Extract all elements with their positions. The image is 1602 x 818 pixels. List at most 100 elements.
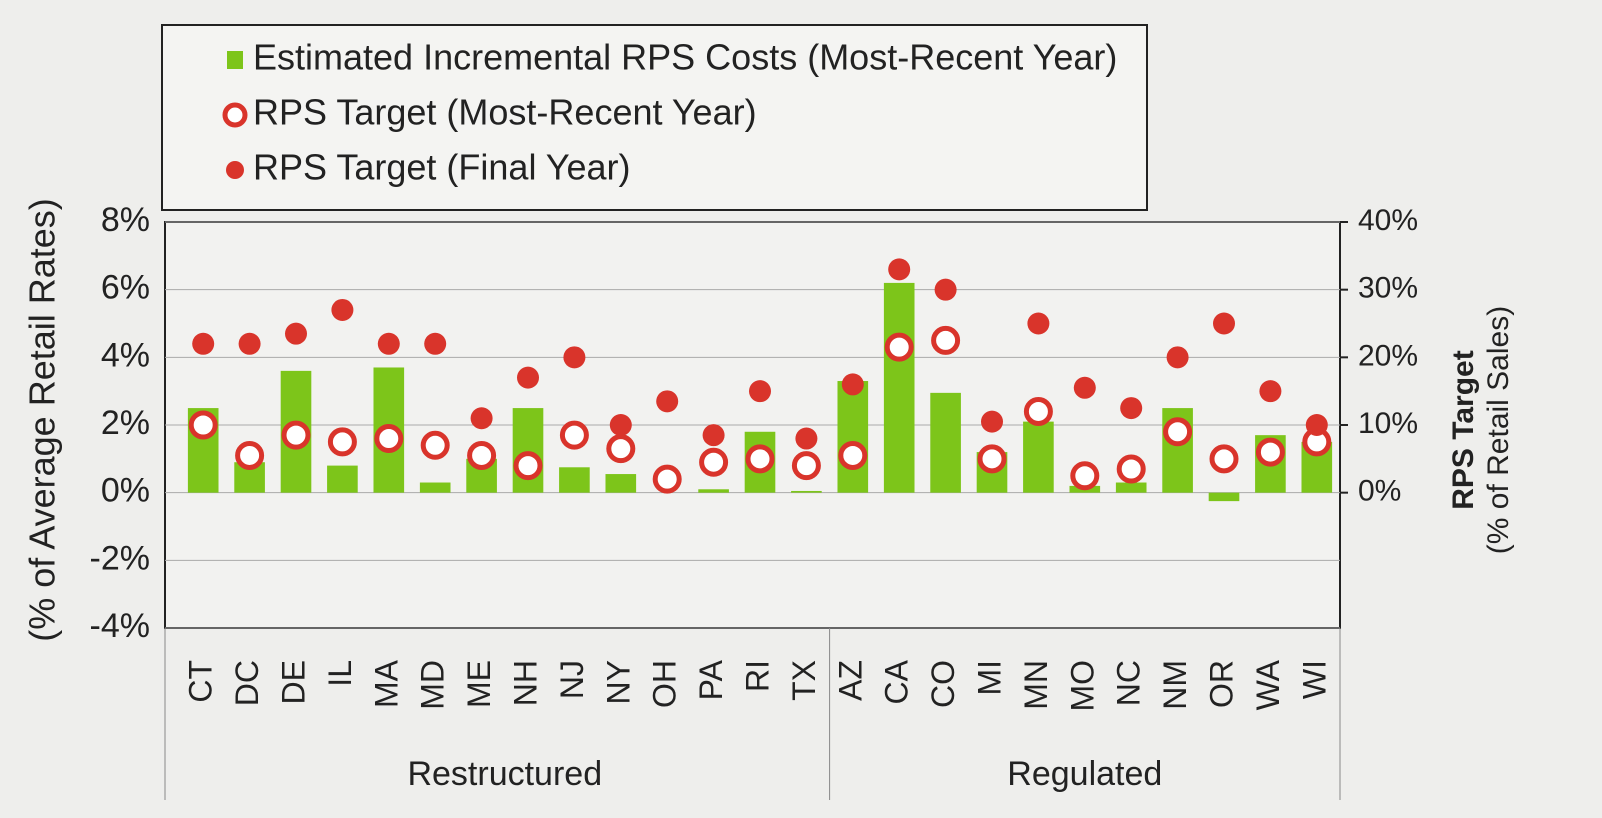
x-tick-label: OH [647, 660, 683, 708]
x-tick-label: WA [1250, 659, 1286, 710]
target-dot [1259, 380, 1281, 402]
legend-label: RPS Target (Final Year) [253, 147, 631, 188]
target-dot [1306, 414, 1328, 436]
legend-swatch [225, 105, 245, 125]
x-tick-label: AZ [832, 660, 868, 701]
target-dot [378, 333, 400, 355]
x-tick-label: MO [1064, 660, 1100, 712]
y2-tick-label: 20% [1358, 339, 1418, 372]
x-tick-label: NH [507, 660, 543, 706]
x-tick-label: PA [693, 659, 729, 700]
target-open [330, 430, 354, 454]
target-dot [656, 390, 678, 412]
bar [605, 474, 636, 493]
x-tick-label: WI [1296, 660, 1332, 699]
x-tick-label: NM [1157, 660, 1193, 710]
target-open [1258, 440, 1282, 464]
target-dot [285, 323, 307, 345]
target-dot [749, 380, 771, 402]
y-tick-label: -4% [90, 607, 150, 645]
target-open [1212, 447, 1236, 471]
x-tick-label: TX [786, 660, 822, 701]
target-dot [703, 424, 725, 446]
bar [559, 467, 590, 492]
target-dot [424, 333, 446, 355]
x-tick-label: MD [415, 660, 451, 710]
bar [327, 466, 358, 493]
y-tick-label: 2% [101, 404, 150, 442]
target-open [1166, 420, 1190, 444]
x-tick-label: RI [739, 660, 775, 692]
target-dot [563, 346, 585, 368]
y-tick-label: 0% [101, 472, 150, 510]
target-open [284, 423, 308, 447]
bar [698, 489, 729, 492]
target-dot [795, 428, 817, 450]
x-tick-label: IL [322, 660, 358, 687]
x-tick-label: MI [971, 660, 1007, 696]
target-open [702, 450, 726, 474]
target-dot [1027, 313, 1049, 335]
x-tick-label: OR [1203, 660, 1239, 708]
target-open [980, 447, 1004, 471]
target-open [423, 433, 447, 457]
target-open [655, 467, 679, 491]
bar [1209, 493, 1240, 501]
target-open [562, 423, 586, 447]
y2-tick-label: 0% [1358, 475, 1401, 508]
target-dot [1213, 313, 1235, 335]
x-tick-label: CT [183, 660, 219, 703]
group-label: Restructured [407, 755, 602, 793]
target-dot [471, 407, 493, 429]
target-dot [888, 258, 910, 280]
target-open [887, 335, 911, 359]
target-open [934, 328, 958, 352]
target-dot [1074, 377, 1096, 399]
target-dot [1167, 346, 1189, 368]
y-tick-label: 4% [101, 336, 150, 374]
y2-tick-label: 30% [1358, 272, 1418, 305]
y-tick-label: 6% [101, 269, 150, 307]
target-dot [331, 299, 353, 321]
x-tick-label: MN [1018, 660, 1054, 710]
target-open [794, 454, 818, 478]
target-open [377, 427, 401, 451]
target-dot [192, 333, 214, 355]
bar [837, 381, 868, 493]
target-dot [610, 414, 632, 436]
target-open [470, 443, 494, 467]
target-dot [981, 411, 1003, 433]
y2-axis-sublabel: (% of Retail Sales) [1482, 306, 1515, 554]
target-dot [935, 279, 957, 301]
target-open [841, 443, 865, 467]
legend-label: Estimated Incremental RPS Costs (Most-Re… [253, 37, 1117, 78]
target-open [1119, 457, 1143, 481]
x-tick-label: NJ [554, 660, 590, 699]
x-tick-label: DE [275, 660, 311, 704]
x-tick-label: ME [461, 660, 497, 708]
x-tick-label: NC [1111, 660, 1147, 706]
target-open [238, 443, 262, 467]
x-tick-label: MA [368, 659, 404, 708]
x-tick-label: CA [879, 659, 915, 704]
legend-swatch [226, 161, 244, 179]
group-label: Regulated [1007, 755, 1162, 793]
target-open [1073, 464, 1097, 488]
target-open [748, 447, 772, 471]
y2-axis-label: RPS Target [1447, 350, 1480, 509]
x-tick-label: NY [600, 660, 636, 704]
target-open [516, 454, 540, 478]
target-open [191, 413, 215, 437]
legend-label: RPS Target (Most-Recent Year) [253, 92, 757, 133]
bar [791, 491, 822, 493]
bar [1116, 483, 1147, 493]
target-open [1026, 399, 1050, 423]
bar [1023, 422, 1054, 493]
y-tick-label: -2% [90, 539, 150, 577]
target-open [609, 437, 633, 461]
y-tick-label: 8% [101, 201, 150, 239]
chart: -4%-2%0%2%4%6%8%0%10%20%30%40%(% of Aver… [0, 0, 1602, 818]
target-dot [517, 367, 539, 389]
target-dot [239, 333, 261, 355]
bar [884, 283, 915, 493]
